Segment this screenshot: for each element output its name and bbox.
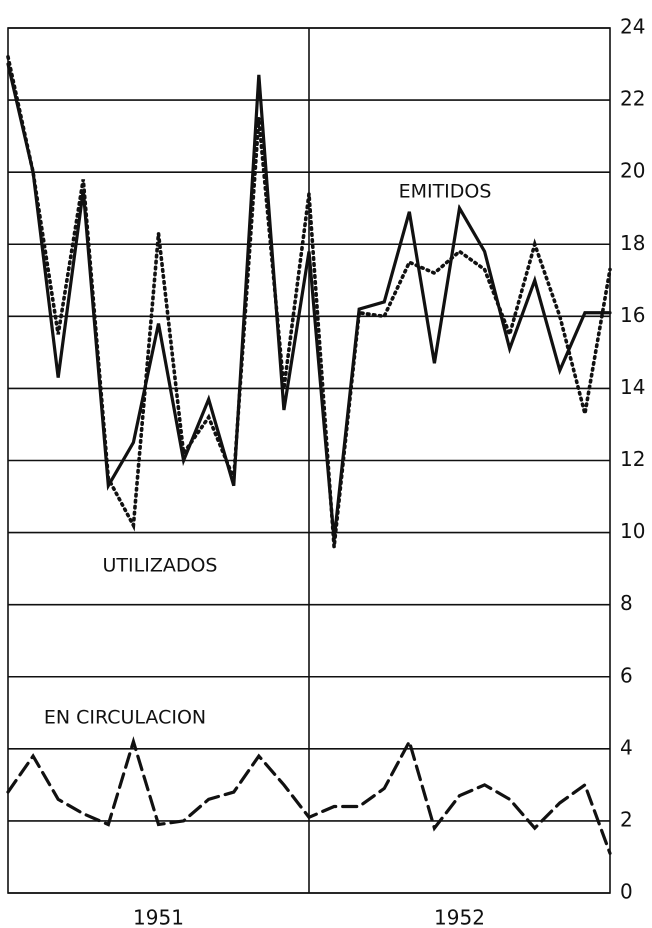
series-line bbox=[6, 62, 612, 540]
x-tick-label: 1952 bbox=[434, 906, 485, 928]
series-label-bg bbox=[39, 704, 211, 731]
y-tick-label: 20 bbox=[620, 159, 645, 183]
y-tick-label: 6 bbox=[620, 663, 633, 687]
series-line bbox=[6, 55, 612, 548]
series-label: EMITIDOS bbox=[399, 181, 492, 203]
y-tick-label: 12 bbox=[620, 447, 645, 471]
y-tick-label: 24 bbox=[620, 15, 645, 39]
y-tick-label: 16 bbox=[620, 303, 645, 327]
y-tick-label: 14 bbox=[620, 375, 645, 399]
x-tick-label: 1951 bbox=[133, 906, 184, 928]
y-tick-label: 8 bbox=[620, 591, 633, 615]
series-label-bg bbox=[98, 552, 222, 579]
series-label: EN CIRCULACION bbox=[44, 707, 206, 729]
y-tick-label: 4 bbox=[620, 735, 633, 759]
y-tick-label: 10 bbox=[620, 519, 645, 543]
y-tick-label: 0 bbox=[620, 880, 633, 904]
series-label: UTILIZADOS bbox=[103, 555, 218, 577]
y-tick-label: 18 bbox=[620, 231, 645, 255]
series-label-bg bbox=[394, 178, 496, 205]
y-tick-label: 22 bbox=[620, 87, 645, 111]
series-line bbox=[6, 736, 612, 855]
y-tick-label: 2 bbox=[620, 807, 633, 831]
